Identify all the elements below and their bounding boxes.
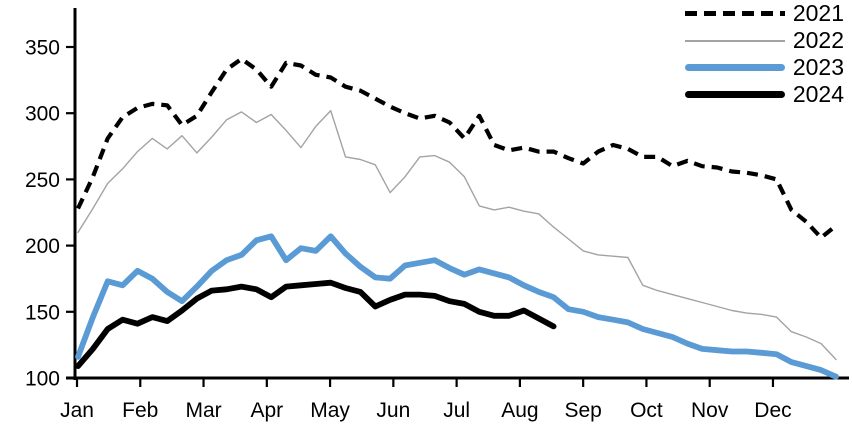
y-tick-label: 200 — [25, 235, 60, 258]
x-tick-label: Jun — [376, 399, 410, 422]
legend-row-2022: 2022 — [684, 27, 844, 53]
y-tick-label: 150 — [25, 301, 60, 324]
x-tick-label: Oct — [630, 399, 663, 422]
x-tick-label: Sep — [564, 399, 601, 422]
blue-line-swatch — [684, 64, 785, 71]
chart-legend: 2021 2022 2023 2024 — [684, 0, 844, 107]
y-tick-label: 350 — [25, 37, 60, 60]
series-line-2024 — [75, 279, 557, 370]
x-tick-label: Nov — [691, 399, 729, 422]
x-tick-label: Mar — [185, 399, 221, 422]
legend-label: 2024 — [792, 81, 844, 107]
y-tick-label: 300 — [25, 103, 60, 126]
series-line-2021 — [76, 56, 838, 240]
x-tick-label: Feb — [122, 399, 158, 422]
legend-row-2021: 2021 — [684, 0, 844, 26]
legend-label: 2022 — [792, 27, 844, 53]
black-line-swatch — [684, 91, 785, 98]
legend-row-2023: 2023 — [684, 54, 844, 80]
legend-label: 2023 — [792, 54, 844, 80]
dashed-line-swatch — [684, 11, 785, 16]
series-line-2022 — [77, 109, 837, 361]
y-tick-label: 100 — [25, 368, 60, 391]
x-tick-label: Jul — [443, 399, 470, 422]
x-tick-label: Dec — [754, 399, 791, 422]
x-tick-label: May — [310, 399, 350, 422]
x-tick-label: Jan — [60, 399, 94, 422]
y-tick-label: 250 — [25, 169, 60, 192]
thin-line-swatch — [684, 39, 785, 42]
x-tick-label: Apr — [250, 399, 283, 422]
legend-label: 2021 — [792, 0, 844, 26]
series-line-2023 — [75, 233, 839, 380]
x-tick-label: Aug — [501, 399, 538, 422]
legend-row-2024: 2024 — [684, 81, 844, 107]
